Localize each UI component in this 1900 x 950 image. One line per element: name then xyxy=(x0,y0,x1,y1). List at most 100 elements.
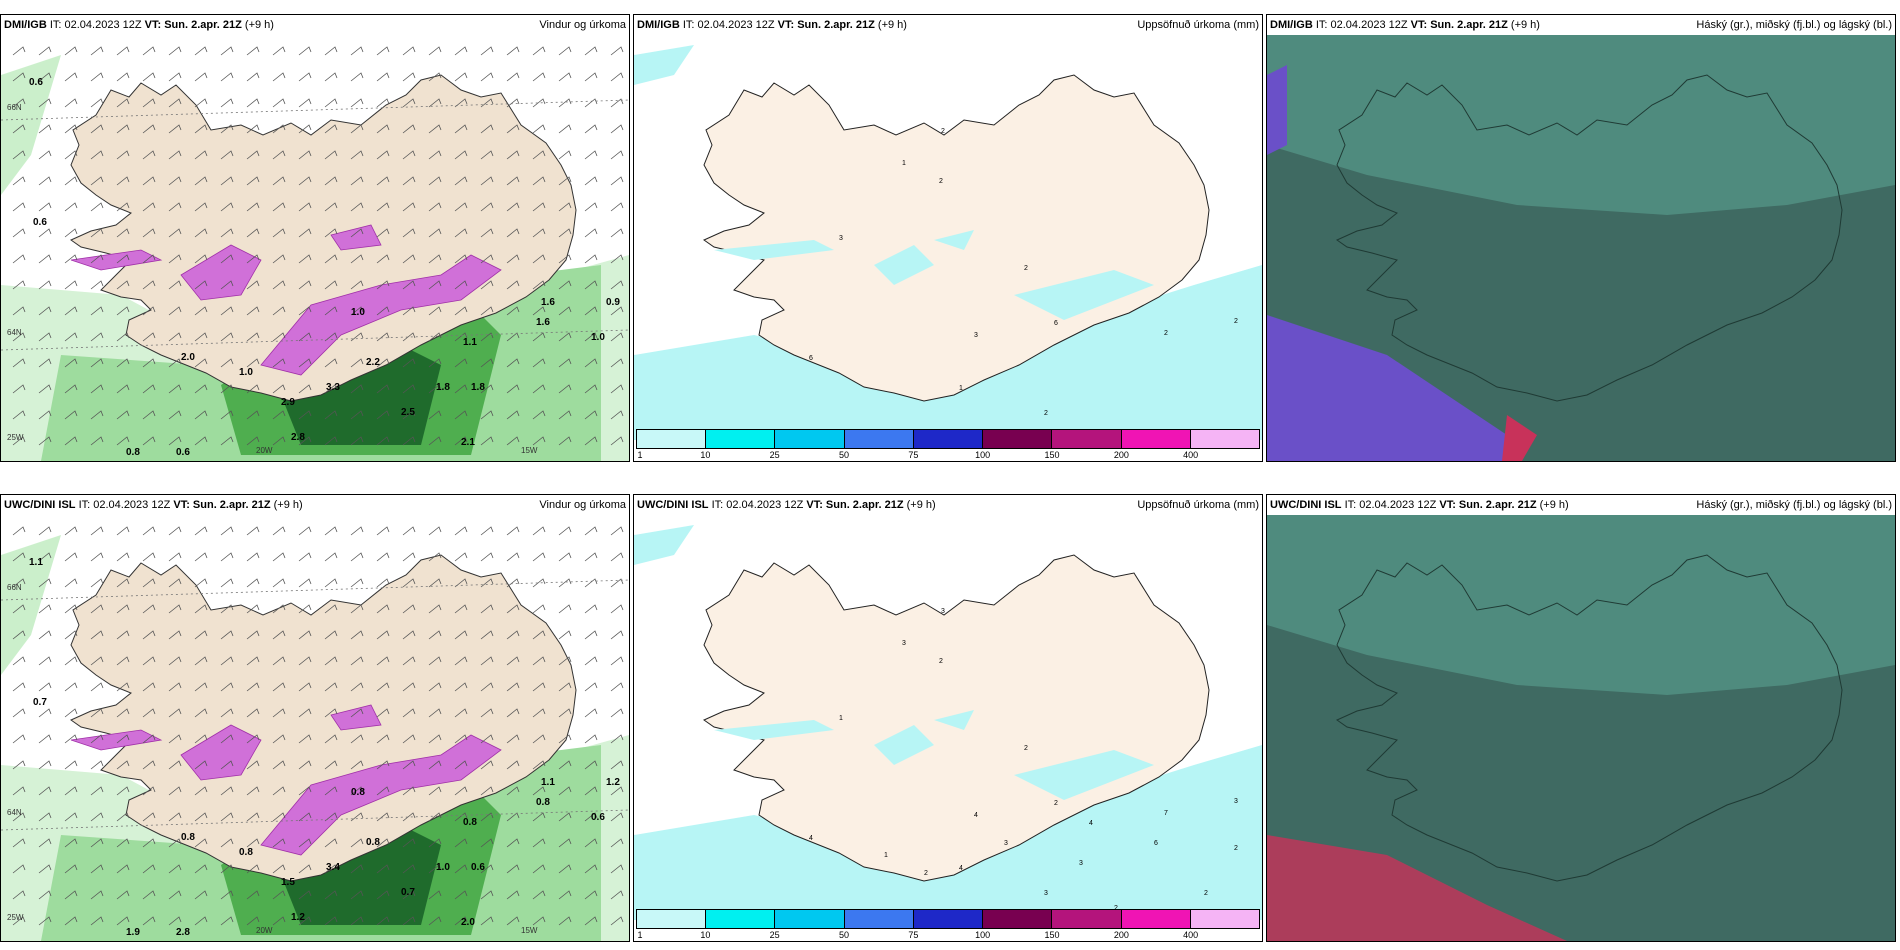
precip-value-label: 2 xyxy=(1234,318,1238,325)
wind-barb xyxy=(116,46,130,56)
wind-barb xyxy=(168,890,182,900)
wind-barb xyxy=(64,436,78,446)
wind-barb xyxy=(12,306,26,316)
wind-barb xyxy=(454,332,468,342)
mid-cloud-area xyxy=(1502,415,1537,461)
wind-barb xyxy=(324,72,338,82)
wind-barb xyxy=(298,864,312,874)
wind-barb xyxy=(558,760,572,770)
wind-barb xyxy=(376,578,390,588)
wind-barb xyxy=(246,332,260,342)
wind-barb xyxy=(194,604,208,614)
wind-barb xyxy=(532,864,546,874)
wind-barb xyxy=(298,552,312,562)
wind-barb xyxy=(506,864,520,874)
wind-barb xyxy=(454,552,468,562)
wind-barb xyxy=(142,708,156,718)
wind-barb xyxy=(324,150,338,160)
colorbar-tick: 1 xyxy=(637,450,643,460)
wind-barb xyxy=(298,734,312,744)
wind-barb xyxy=(376,656,390,666)
wind-barb xyxy=(90,812,104,822)
wind-barb xyxy=(142,436,156,446)
wind-barb xyxy=(402,630,416,640)
wind-barb xyxy=(116,526,130,536)
wind-barb xyxy=(194,46,208,56)
wind-barb xyxy=(402,202,416,212)
wind-barb xyxy=(194,734,208,744)
wind-barb xyxy=(64,864,78,874)
wind-barb xyxy=(194,436,208,446)
wind-barb xyxy=(584,734,598,744)
wind-barb xyxy=(376,760,390,770)
wind-barb xyxy=(64,786,78,796)
wind-barb xyxy=(402,838,416,848)
wind-barb xyxy=(402,526,416,536)
wind-barb xyxy=(194,812,208,822)
wind-barb xyxy=(610,890,624,900)
wind-barb xyxy=(64,254,78,264)
wind-barb xyxy=(350,760,364,770)
wind-barb xyxy=(272,526,286,536)
wind-barb xyxy=(402,124,416,134)
wind-barb xyxy=(246,150,260,160)
wind-barb xyxy=(610,708,624,718)
panel-header: UWC/DINI ISL IT: 02.04.2023 12Z VT: Sun.… xyxy=(1,495,629,515)
wind-barb xyxy=(168,436,182,446)
wind-barb xyxy=(558,916,572,926)
wind-barb xyxy=(298,228,312,238)
colorbar-swatch xyxy=(637,910,707,928)
wind-barb xyxy=(480,228,494,238)
wind-barb xyxy=(350,306,364,316)
wind-barb xyxy=(220,306,234,316)
wind-barb xyxy=(454,760,468,770)
axis-label: 66N xyxy=(7,583,22,592)
wind-barb xyxy=(168,682,182,692)
wind-barb xyxy=(584,410,598,420)
precip-colorbar: 1 10 25 50 75 100 150 200 400 xyxy=(636,909,1260,940)
wind-barb xyxy=(558,254,572,264)
valid-label: VT: xyxy=(144,19,162,31)
wind-barb xyxy=(402,682,416,692)
wind-barb xyxy=(168,410,182,420)
valid-time: Sun. 2.apr. 21Z xyxy=(825,499,904,511)
wind-barb xyxy=(246,176,260,186)
wind-barb xyxy=(480,306,494,316)
precip-value-label: 2 xyxy=(941,128,945,135)
wind-barb xyxy=(12,526,26,536)
wind-barb xyxy=(220,604,234,614)
wind-barb xyxy=(428,228,442,238)
init-time: IT: 02.04.2023 12Z xyxy=(49,19,142,31)
wind-barb xyxy=(454,410,468,420)
wind-barb xyxy=(532,176,546,186)
wind-barb xyxy=(428,202,442,212)
wind-barb xyxy=(480,864,494,874)
wind-barb xyxy=(12,578,26,588)
wind-barb xyxy=(480,124,494,134)
wind-barb xyxy=(194,864,208,874)
colorbar-tick: 25 xyxy=(769,450,780,460)
wind-barb xyxy=(38,552,52,562)
wind-barb xyxy=(324,98,338,108)
precip-value-label: 2 xyxy=(1114,905,1118,912)
wind-barb xyxy=(610,202,624,212)
panel-title: Vindur og úrkoma xyxy=(539,19,626,31)
wind-barb xyxy=(12,72,26,82)
mid-cloud-area xyxy=(1267,835,1567,941)
wind-barb xyxy=(142,46,156,56)
wind-barb xyxy=(376,98,390,108)
wind-barb xyxy=(194,202,208,212)
wind-barb xyxy=(246,656,260,666)
wind-barb xyxy=(116,812,130,822)
wind-barb xyxy=(246,708,260,718)
wind-barb xyxy=(298,176,312,186)
wind-barb xyxy=(272,656,286,666)
wind-barb xyxy=(376,358,390,368)
wind-barb xyxy=(402,760,416,770)
wind-barb xyxy=(298,604,312,614)
wind-barb xyxy=(376,384,390,394)
precip-value-label: 4 xyxy=(809,835,813,842)
wind-barb xyxy=(220,46,234,56)
wind-barb xyxy=(38,254,52,264)
wind-barb xyxy=(402,358,416,368)
